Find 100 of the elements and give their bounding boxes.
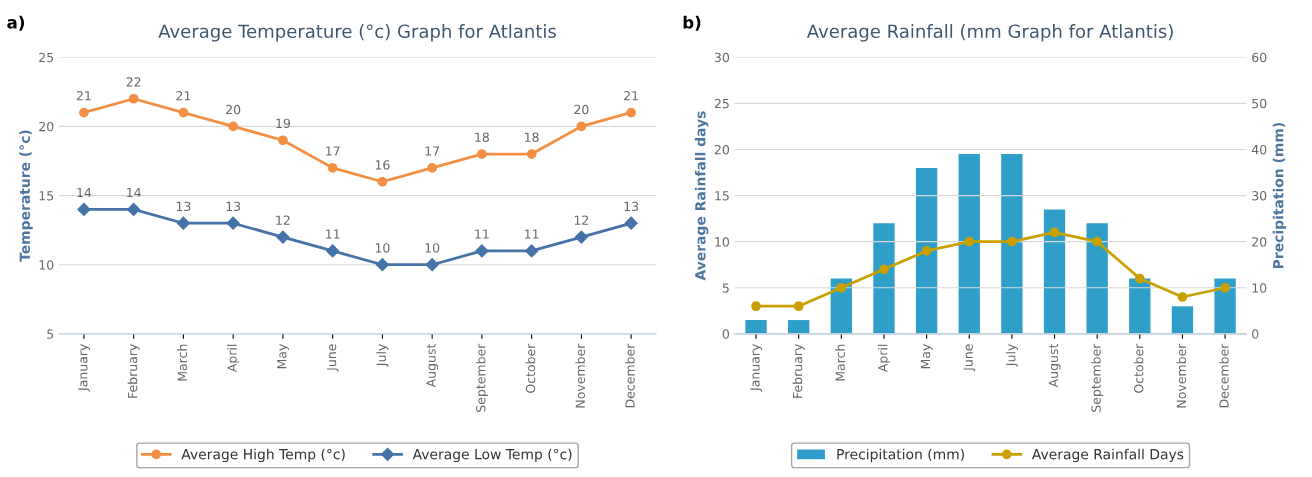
point	[1220, 282, 1230, 293]
point	[228, 121, 239, 132]
point	[475, 244, 489, 258]
data-label: 14	[77, 187, 92, 198]
x-tick-label: April	[227, 344, 240, 373]
data-label: 20	[574, 104, 589, 115]
data-label: 17	[425, 146, 440, 156]
data-label: 11	[326, 229, 340, 239]
x-tick-label: January	[78, 344, 90, 392]
bar	[915, 167, 938, 334]
point	[79, 107, 89, 118]
y-tick-label: 5	[722, 283, 729, 293]
bar	[1129, 278, 1151, 334]
legend-label: Average Low Temp (°c)	[412, 448, 572, 463]
point	[226, 216, 240, 230]
y2-tick-label: 20	[1252, 237, 1267, 247]
point	[326, 244, 340, 258]
point	[127, 202, 141, 216]
y-tick-label: 25	[39, 52, 54, 63]
point	[176, 216, 190, 230]
data-label: 13	[226, 201, 241, 212]
x-tick-label: February	[127, 344, 140, 398]
x-tick-label: October	[1133, 343, 1144, 393]
x-tick-label: October	[525, 343, 536, 393]
point	[1092, 236, 1103, 247]
data-label: 19	[276, 118, 290, 129]
bar	[788, 320, 810, 334]
point	[375, 258, 389, 272]
point	[276, 230, 290, 244]
y-tick-label: 0	[722, 329, 730, 339]
x-tick-label: August	[426, 343, 439, 388]
data-label: 14	[127, 187, 141, 198]
x-tick-label: November	[575, 343, 586, 408]
y-axis-title: Temperature (°c)	[19, 130, 33, 262]
y2-tick-label: 40	[1251, 144, 1267, 155]
x-tick-label: December	[625, 343, 635, 408]
bar	[873, 223, 895, 334]
data-label: 11	[475, 229, 489, 239]
text: a)	[7, 15, 24, 31]
x-tick-label: May	[277, 344, 289, 369]
x-tick-label: February	[792, 344, 805, 398]
point	[751, 301, 761, 312]
point	[128, 93, 139, 104]
y2-tick-label: 30	[1252, 191, 1267, 201]
y2-tick-label: 0	[1252, 329, 1259, 339]
y2-tick-label: 10	[1252, 283, 1267, 293]
y2-tick-label: 50	[1252, 98, 1267, 109]
y-tick-label: 15	[39, 191, 54, 201]
chart-title: Average Rainfall (mm Graph for Atlantis)	[806, 24, 1173, 42]
data-label: 13	[624, 201, 639, 212]
x-tick-label: June	[326, 344, 339, 372]
data-label: 16	[375, 160, 390, 170]
x-tick-label: July	[1005, 344, 1018, 367]
text: b)	[683, 15, 701, 31]
x-tick-label: March	[835, 344, 845, 381]
point	[525, 244, 539, 258]
bar	[958, 154, 980, 334]
point	[624, 216, 638, 230]
y-tick-label: 5	[47, 329, 54, 339]
point	[377, 176, 388, 187]
data-label: 21	[76, 90, 91, 101]
x-tick-label: July	[376, 344, 389, 367]
y-tick-label: 20	[39, 121, 54, 132]
legend-label: Average Rainfall Days	[1031, 448, 1184, 463]
bar	[1171, 306, 1194, 334]
data-label: 22	[126, 77, 141, 87]
y-tick-label: 25	[714, 98, 729, 109]
point	[836, 282, 847, 293]
x-tick-label: September	[475, 343, 488, 412]
point	[574, 230, 588, 244]
point	[1049, 227, 1060, 238]
data-label: 18	[525, 132, 539, 142]
x-tick-label: January	[750, 344, 763, 392]
point	[921, 246, 932, 256]
data-label: 18	[475, 132, 489, 142]
data-label: 21	[176, 90, 191, 101]
data-label: 12	[276, 215, 290, 225]
data-label: 12	[574, 215, 589, 225]
y-tick-label: 10	[39, 260, 54, 270]
x-tick-label: November	[1176, 343, 1187, 408]
y-axis-title: Average Rainfall days	[694, 111, 709, 281]
point	[793, 301, 804, 312]
data-label: 10	[425, 243, 440, 253]
data-label: 17	[326, 146, 340, 156]
legend-label: Average High Temp (°c)	[181, 448, 345, 463]
x-tick-label: June	[963, 344, 976, 372]
bar	[830, 278, 852, 334]
point	[278, 135, 288, 146]
x-tick-label: May	[920, 344, 933, 369]
y2-axis-title: Precipitation (mm)	[1272, 123, 1287, 269]
data-label: 20	[226, 104, 241, 115]
bar	[1001, 154, 1023, 334]
point	[964, 236, 975, 247]
bar	[1214, 278, 1236, 334]
point	[77, 202, 91, 216]
y2-tick-label: 60	[1252, 52, 1267, 63]
y-tick-label: 10	[715, 237, 730, 247]
point	[178, 107, 189, 118]
data-label: 21	[624, 90, 638, 101]
point	[526, 149, 537, 159]
